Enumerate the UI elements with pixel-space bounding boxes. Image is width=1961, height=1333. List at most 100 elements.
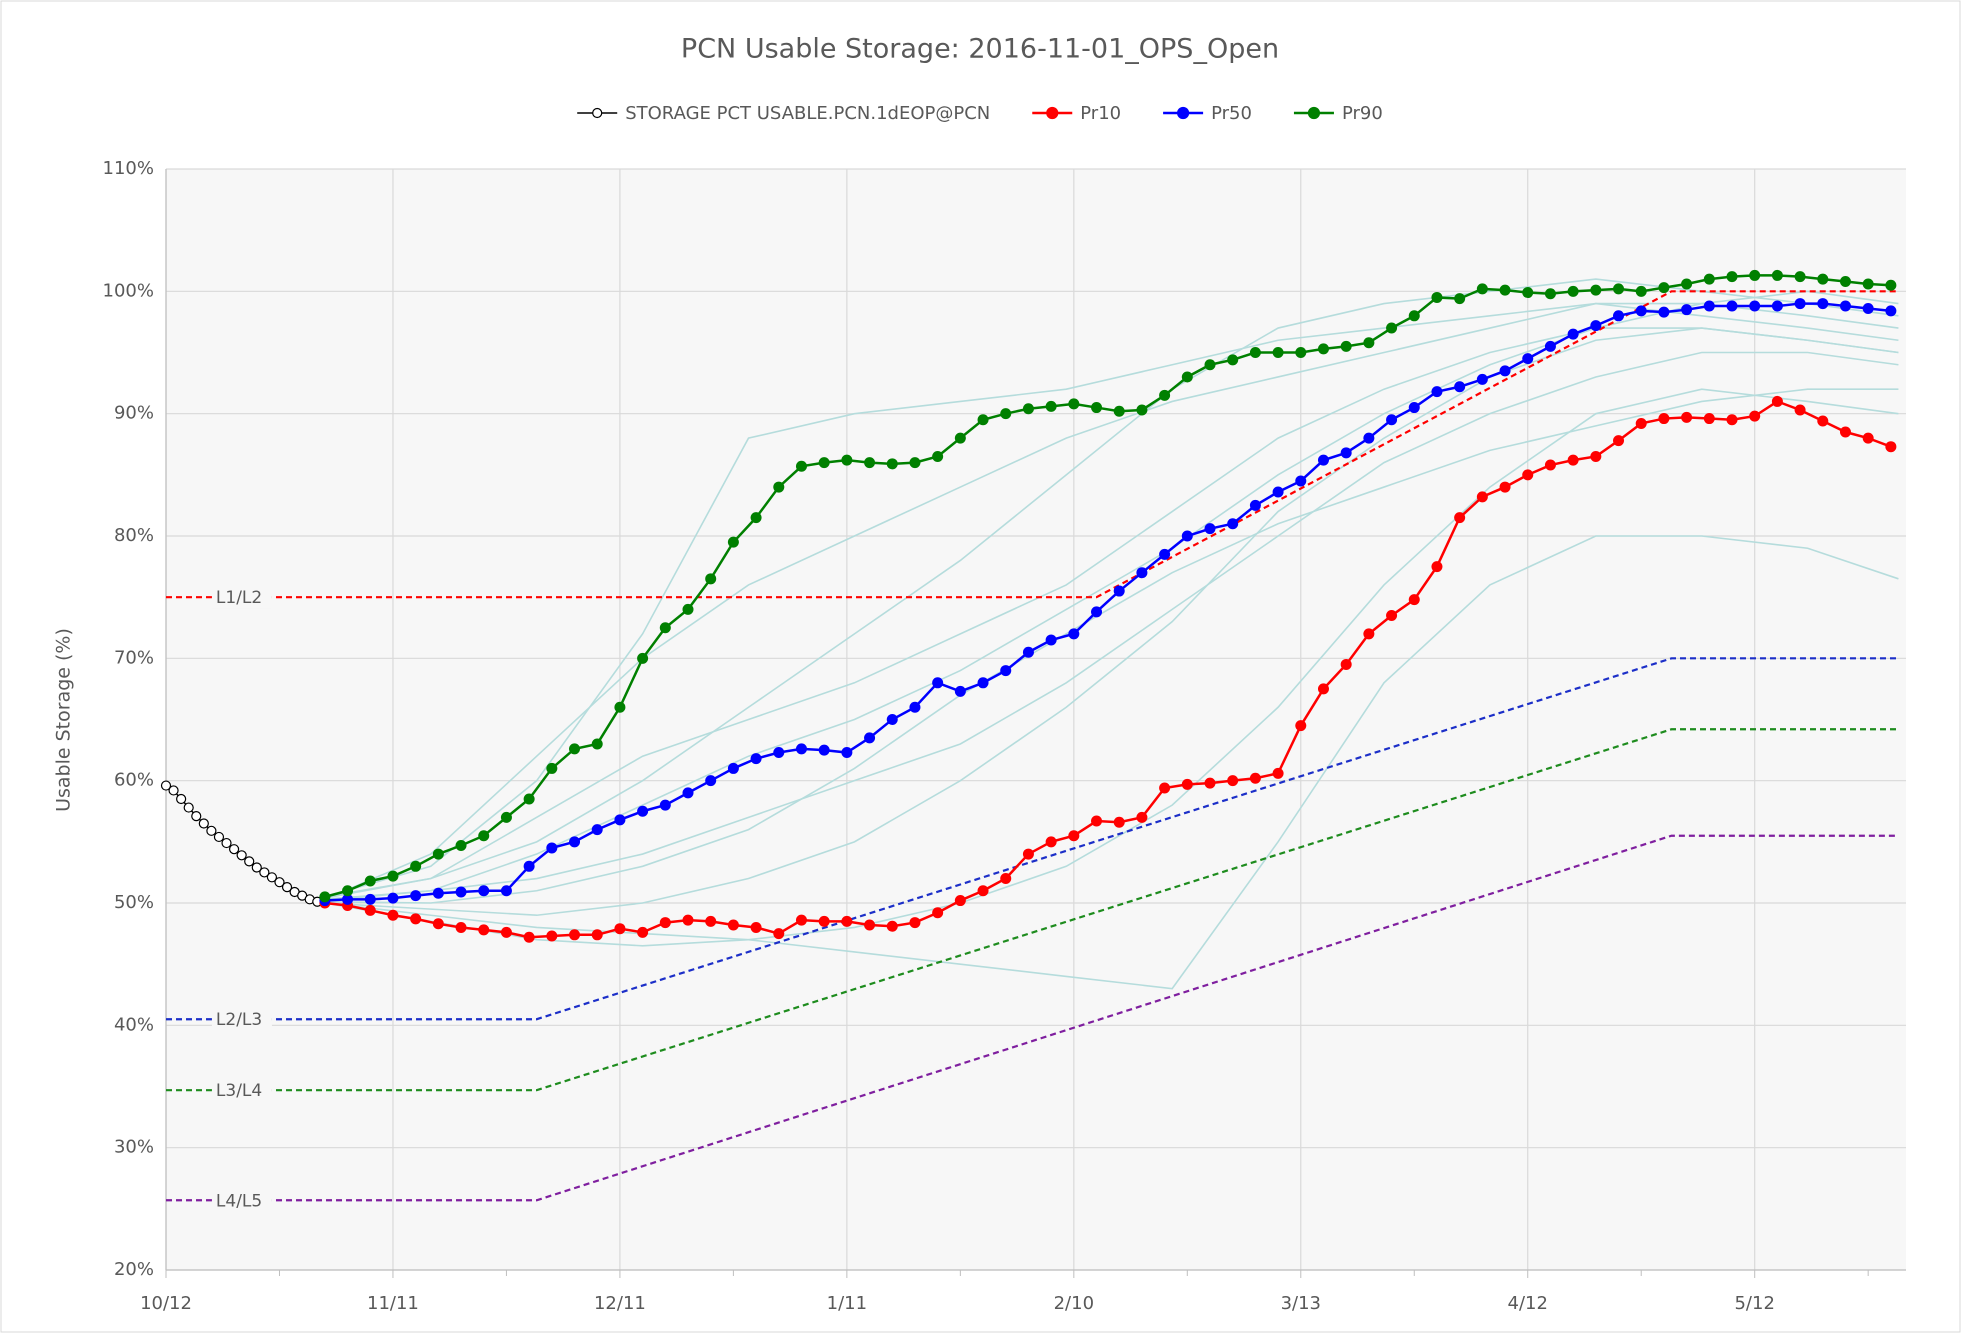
series-marker: [1885, 305, 1897, 317]
series-marker: [1499, 284, 1511, 296]
series-marker: [1317, 343, 1329, 355]
series-marker: [977, 885, 989, 897]
legend-marker: [592, 107, 603, 119]
series-marker: [1317, 683, 1329, 695]
series-marker: [342, 893, 354, 905]
series-marker: [455, 921, 467, 933]
series-marker: [1839, 300, 1851, 312]
series-marker: [659, 799, 671, 811]
observed-marker: [198, 818, 209, 829]
series-marker: [1227, 354, 1239, 366]
series-marker: [750, 753, 762, 765]
series-marker: [1068, 398, 1080, 410]
observed-marker: [213, 831, 225, 843]
series-marker: [455, 840, 467, 852]
threshold-label-bg: [211, 1079, 272, 1102]
series-marker: [954, 685, 966, 697]
series-marker: [1431, 386, 1443, 398]
series-marker: [1386, 322, 1398, 334]
series-marker: [795, 914, 807, 926]
threshold-line: [166, 657, 1899, 1021]
series-marker: [932, 450, 944, 462]
series-marker: [1068, 830, 1080, 842]
series-marker: [1635, 305, 1647, 317]
series-marker: [1227, 518, 1239, 530]
series-marker: [1817, 273, 1829, 285]
ensemble-trace: [324, 327, 1899, 917]
y-tick-label: 40%: [114, 1014, 154, 1035]
series-marker: [1749, 300, 1761, 312]
legend-marker: [1046, 106, 1059, 120]
series-marker: [1204, 359, 1216, 371]
series-marker: [1340, 658, 1352, 670]
series-marker: [750, 512, 762, 524]
series-marker: [773, 481, 785, 493]
series-marker: [1771, 269, 1783, 281]
series-marker: [1340, 340, 1352, 352]
series-marker: [591, 738, 603, 750]
threshold-line: [166, 834, 1899, 1202]
series-marker: [1249, 499, 1261, 511]
series-marker: [705, 573, 717, 585]
series-marker: [1204, 523, 1216, 535]
y-tick-label: 30%: [114, 1137, 154, 1158]
series-marker: [1794, 298, 1806, 310]
series-marker: [432, 918, 444, 930]
series-marker: [1249, 772, 1261, 784]
series-marker: [1022, 403, 1034, 415]
series-marker: [432, 848, 444, 860]
series-marker: [1476, 373, 1488, 385]
series-marker: [1091, 815, 1103, 827]
threshold-label-bg: [211, 1008, 272, 1031]
series-marker: [500, 885, 512, 897]
series-marker: [637, 926, 649, 938]
series-marker: [773, 928, 785, 940]
series-marker: [1658, 413, 1670, 425]
series-marker: [1408, 310, 1420, 322]
series-marker: [410, 913, 422, 925]
series-marker: [387, 909, 399, 921]
x-tick-label: 10/12: [140, 1293, 192, 1314]
series-marker: [1136, 811, 1148, 823]
series-marker: [1726, 300, 1738, 312]
observed-marker: [281, 881, 293, 893]
series-marker: [1499, 481, 1511, 493]
threshold-label: L3/L4: [216, 1081, 262, 1101]
series-marker: [1590, 320, 1602, 332]
chart-title: PCN Usable Storage: 2016-11-01_OPS_Open: [681, 34, 1279, 65]
series-marker: [1613, 435, 1625, 447]
series-marker: [1227, 775, 1239, 787]
threshold-line: [166, 290, 1899, 599]
series-marker: [500, 811, 512, 823]
series-marker: [546, 842, 558, 854]
series-marker: [727, 919, 739, 931]
threshold-label: L4/L5: [216, 1191, 262, 1211]
ensemble-trace: [324, 278, 1899, 898]
series-marker: [1091, 606, 1103, 618]
series-marker: [387, 892, 399, 904]
series-marker: [1454, 293, 1466, 305]
threshold-line: [166, 728, 1899, 1092]
series-marker: [1022, 646, 1034, 658]
series-marker: [523, 931, 535, 943]
series-marker: [909, 917, 921, 929]
series-marker: [614, 923, 626, 935]
series-marker: [569, 929, 581, 941]
threshold-label-bg: [211, 586, 272, 609]
series-marker: [750, 921, 762, 933]
series-marker: [1681, 411, 1693, 423]
series-marker: [1113, 585, 1125, 597]
observed-marker: [168, 785, 179, 796]
series-marker: [500, 926, 512, 938]
series-marker: [1658, 306, 1670, 318]
series-marker: [1544, 288, 1556, 300]
series-marker: [909, 457, 921, 469]
legend-label: Pr10: [1080, 103, 1121, 124]
series-marker: [864, 919, 876, 931]
observed-marker: [266, 872, 278, 883]
series-marker: [1408, 402, 1420, 414]
series-marker: [1567, 285, 1579, 297]
series-marker: [886, 714, 898, 725]
series-marker: [1363, 337, 1375, 349]
series-marker: [364, 893, 376, 905]
